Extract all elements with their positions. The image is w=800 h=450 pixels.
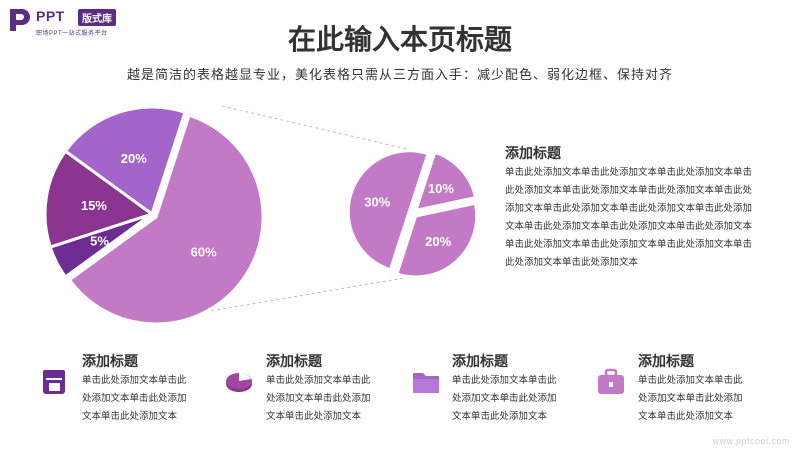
side-block-line: 单击此处添加文本单击此处添加文本单击此处添加文本单击 (505, 167, 753, 178)
side-block-line: 文本单击此处添加文本单击此处添加文本单击此处添加文本 (505, 221, 753, 232)
pie-slice[interactable] (63, 105, 187, 217)
pie-chart-icon (226, 373, 252, 392)
feature-title[interactable]: 添加标题 (452, 353, 508, 369)
slice-label: 20% (425, 234, 451, 249)
feature-body[interactable]: 单击此处添加文本单击此 处添加文本单击此处添加 文本单击此处添加文本 (266, 372, 386, 426)
slice-label: 10% (428, 181, 454, 196)
slice-label: 15% (81, 198, 107, 213)
pie-slice[interactable] (413, 150, 478, 213)
feature-body[interactable]: 单击此处添加文本单击此 处添加文本单击此处添加 文本单击此处添加文本 (82, 372, 202, 426)
feature-line: 处添加文本单击此处添加 (452, 393, 557, 404)
logo-p-icon (10, 9, 30, 31)
feature-line: 处添加文本单击此处添加 (82, 393, 187, 404)
brand-tagline: 职场PPT一站式服务平台 (36, 31, 108, 37)
side-block-line: 单击此处添加文本单击此处添加文本单击此处添加文本单击 (505, 239, 753, 250)
feature-line: 文本单击此处添加文本 (638, 411, 734, 422)
feature-line: 文本单击此处添加文本 (452, 411, 548, 422)
connector-lines (151, 105, 434, 322)
slice-label: 5% (90, 234, 109, 249)
feature-body[interactable]: 单击此处添加文本单击此 处添加文本单击此处添加 文本单击此处添加文本 (452, 372, 572, 426)
feature-line: 单击此处添加文本单击此 (638, 375, 743, 386)
pie-slice[interactable] (67, 113, 265, 326)
feature-title[interactable]: 添加标题 (266, 353, 322, 369)
brand-badge: 版式库 (78, 9, 116, 26)
side-block-title[interactable]: 添加标题 (505, 145, 561, 161)
page-title[interactable]: 在此输入本页标题 (287, 24, 512, 55)
main-pie[interactable]: 60% 5% 15% 20% (43, 105, 265, 326)
side-block-line: 添加文本单击此处添加文本单击此处添加文本单击此处添加 (505, 203, 753, 214)
watermark: www.pptcool.com (712, 436, 790, 446)
pie-slice[interactable] (43, 149, 156, 249)
feature-line: 文本单击此处添加文本 (82, 411, 178, 422)
side-block-line: 此处添加文本单击此处添加文本单击此处添加文本单击此处 (505, 185, 753, 196)
feature-line: 单击此处添加文本单击此 (452, 375, 557, 386)
page-subtitle[interactable]: 越是简洁的表格越显专业，美化表格只需从三方面入手：减少配色、弱化边框、保持对齐 (126, 67, 673, 82)
feature-line: 文本单击此处添加文本 (266, 411, 362, 422)
brand-name: PPT (36, 8, 65, 24)
feature-title[interactable]: 添加标题 (638, 353, 694, 369)
pie-slice[interactable] (346, 149, 430, 272)
document-icon (43, 370, 65, 394)
slice-label: 20% (121, 151, 147, 166)
feature-line: 单击此处添加文本单击此 (266, 375, 371, 386)
brand-logo[interactable]: PPT 版式库 职场PPT一站式服务平台 (8, 7, 168, 37)
slice-label: 30% (364, 194, 390, 209)
folder-icon (413, 373, 439, 393)
slice-label: 60% (191, 245, 217, 260)
feature-title[interactable]: 添加标题 (82, 353, 138, 369)
pie-slice[interactable] (394, 201, 479, 279)
feature-line: 处添加文本单击此处添加 (266, 393, 371, 404)
feature-body[interactable]: 单击此处添加文本单击此 处添加文本单击此处添加 文本单击此处添加文本 (638, 372, 758, 426)
side-block-body[interactable]: 单击此处添加文本单击此处添加文本单击此处添加文本单击 此处添加文本单击此处添加文… (505, 164, 775, 272)
feature-line: 处添加文本单击此处添加 (638, 393, 743, 404)
detail-pie[interactable]: 10% 20% 30% (346, 149, 479, 279)
side-block-line: 此处添加文本单击此处添加文本 (505, 257, 639, 268)
feature-line: 单击此处添加文本单击此 (82, 375, 187, 386)
briefcase-icon (598, 368, 624, 394)
